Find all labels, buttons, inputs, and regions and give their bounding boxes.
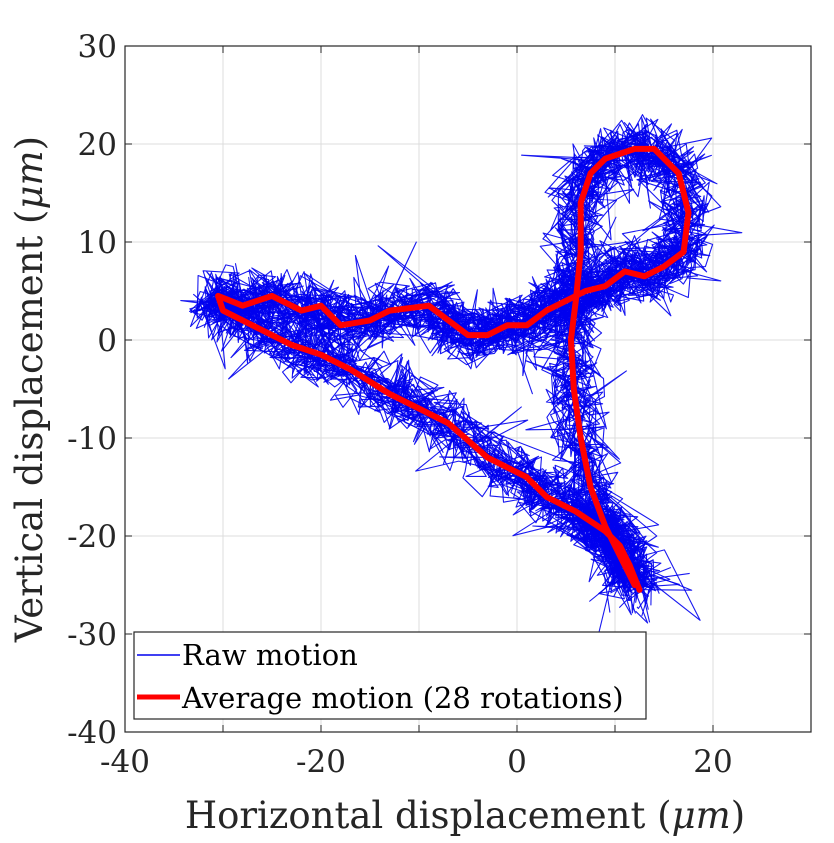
y-tick-label: 10	[78, 225, 117, 261]
plot-frame	[124, 45, 812, 733]
legend-label-average: Average motion (28 rotations)	[181, 681, 624, 715]
average-motion-trace	[215, 145, 692, 593]
raw-motion-line	[211, 114, 713, 586]
y-tick-label: 20	[78, 127, 117, 163]
raw-motion-line	[206, 140, 693, 616]
y-tick-label: 0	[97, 323, 117, 359]
y-tick-label: -10	[67, 421, 117, 457]
y-tick-label: 30	[78, 29, 117, 65]
raw-motion-line	[206, 117, 722, 606]
y-tick-label: -30	[67, 617, 117, 653]
x-tick-label: 20	[693, 744, 732, 780]
raw-motion-line	[193, 123, 722, 610]
plot-area	[125, 46, 811, 732]
y-axis-label: Vertical displacement (μm)	[8, 136, 51, 643]
legend-label-raw: Raw motion	[182, 638, 358, 672]
x-axis-label: Horizontal displacement (μm)	[185, 794, 745, 837]
raw-motion-line	[204, 141, 706, 602]
x-tick-label: 0	[507, 744, 527, 780]
axis-ticks: -40 -20 0 20 -40 -30 -20 -10 0 10 20 30	[67, 29, 812, 780]
y-tick-label: -20	[67, 519, 117, 555]
legend: Raw motion Average motion (28 rotations)	[133, 631, 647, 720]
x-tick-label: -40	[100, 744, 150, 780]
x-tick-label: -20	[296, 744, 346, 780]
average-motion-line	[215, 145, 692, 593]
y-tick-label: -40	[67, 715, 117, 751]
legend-box	[133, 631, 647, 720]
